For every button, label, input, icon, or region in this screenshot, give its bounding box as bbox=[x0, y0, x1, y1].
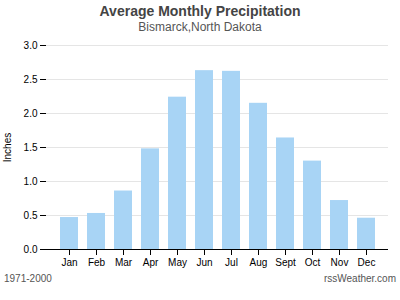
svg-text:1.0: 1.0 bbox=[24, 176, 38, 187]
svg-text:Nov: Nov bbox=[331, 257, 349, 268]
svg-text:Sept: Sept bbox=[275, 257, 296, 268]
svg-text:2.5: 2.5 bbox=[24, 74, 38, 85]
svg-text:0.0: 0.0 bbox=[24, 244, 38, 255]
svg-text:0.5: 0.5 bbox=[24, 210, 38, 221]
svg-text:Jul: Jul bbox=[225, 257, 238, 268]
svg-text:Inches: Inches bbox=[2, 133, 13, 162]
svg-text:Apr: Apr bbox=[143, 257, 159, 268]
html-text:Bismarck,North Dakota: Bismarck,North Dakota bbox=[138, 20, 262, 34]
svg-text:Oct: Oct bbox=[305, 257, 321, 268]
svg-text:3.0: 3.0 bbox=[24, 40, 38, 51]
html-text:Average Monthly Precipitation: Average Monthly Precipitation bbox=[99, 3, 301, 19]
svg-text:1.5: 1.5 bbox=[24, 142, 38, 153]
html-text:1971-2000: 1971-2000 bbox=[4, 273, 52, 284]
html-text:rssWeather.com: rssWeather.com bbox=[323, 273, 396, 284]
svg-text:Jun: Jun bbox=[196, 257, 212, 268]
svg-text:May: May bbox=[168, 257, 187, 268]
svg-text:Aug: Aug bbox=[250, 257, 268, 268]
svg-text:2.0: 2.0 bbox=[24, 108, 38, 119]
svg-text:Jan: Jan bbox=[61, 257, 77, 268]
svg-text:Feb: Feb bbox=[88, 257, 106, 268]
svg-text:Mar: Mar bbox=[115, 257, 133, 268]
svg-text:Dec: Dec bbox=[358, 257, 376, 268]
